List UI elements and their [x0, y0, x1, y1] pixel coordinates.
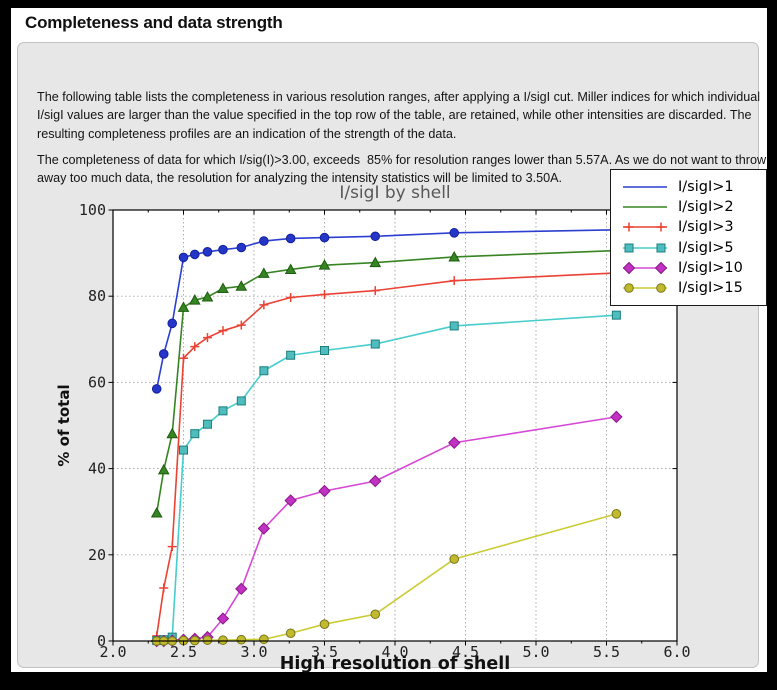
legend-label: I/sigI>10 — [678, 260, 743, 277]
legend-line-sample — [623, 283, 667, 294]
legend-item: I/sigI>1 — [621, 177, 766, 196]
chart-legend: I/sigI>1 I/sigI>2 I/sigI>3 I/sigI>5 I/sigI>1… — [610, 169, 767, 306]
description-paragraph-2: The completeness of data for which I/sig… — [37, 153, 770, 186]
legend-label: I/sigI>3 — [678, 219, 734, 236]
legend-item: I/sigI>3 — [621, 218, 766, 237]
legend-label: I/sigI>2 — [678, 198, 734, 215]
legend-item: I/sigI>5 — [621, 238, 766, 257]
legend-label: I/sigI>15 — [678, 280, 743, 297]
legend-label: I/sigI>5 — [678, 239, 734, 256]
section-groupbox: The following table lists the completene… — [17, 42, 766, 668]
description-paragraph-1: The following table lists the completene… — [37, 90, 764, 141]
legend-label: I/sigI>1 — [678, 178, 734, 195]
page-title: Completeness and data strength — [25, 13, 283, 32]
legend-item: I/sigI>2 — [621, 197, 766, 216]
legend-line-sample — [622, 261, 668, 275]
legend-item: I/sigI>10 — [621, 259, 766, 278]
legend-line-sample — [623, 243, 667, 253]
legend-line-sample — [623, 222, 667, 232]
report-panel: Completeness and data strength The follo… — [11, 8, 767, 672]
legend-line-sample — [623, 185, 667, 188]
legend-item: I/sigI>15 — [621, 279, 766, 298]
legend-line-sample — [623, 206, 667, 208]
